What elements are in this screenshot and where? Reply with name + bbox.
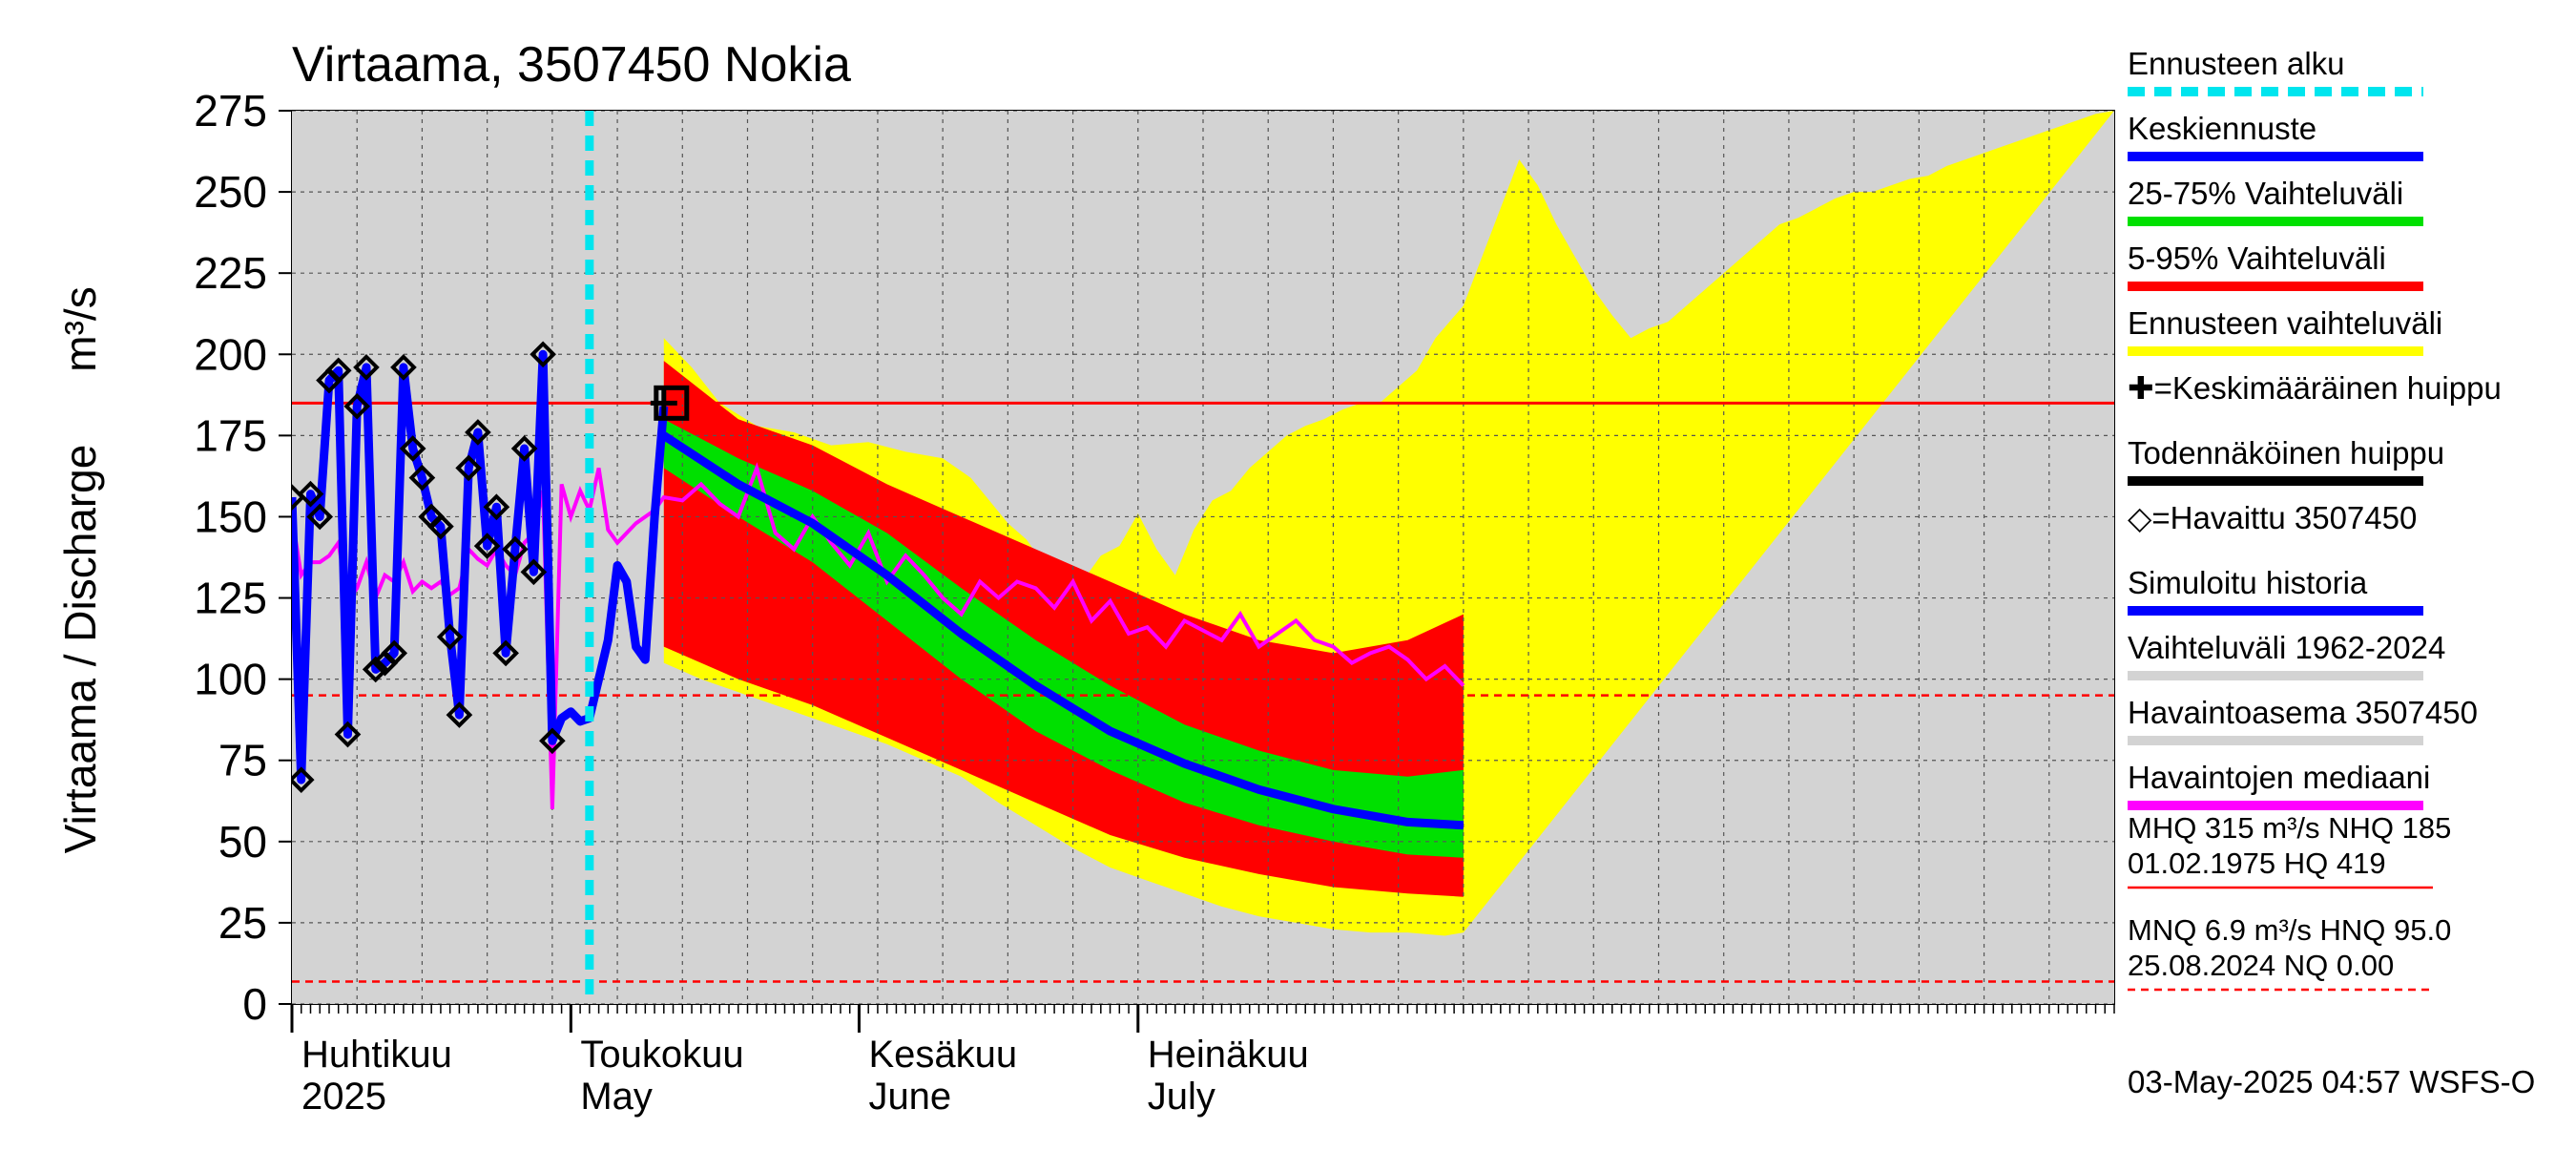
observed-point [324,357,352,385]
x-month-label: Toukokuu [580,1034,743,1076]
observed-point [446,701,473,728]
x-month-label: Kesäkuu [868,1034,1017,1076]
observed-point [362,656,389,683]
y-tick-label: 250 [194,167,267,217]
observed-point [334,721,362,748]
observed-point [399,435,426,462]
x-month-sublabel: 2025 [301,1076,386,1118]
observed-point [408,464,436,491]
median-observed-line [292,462,1465,809]
observed-point [381,639,408,667]
legend-label: ✚=Keskimääräinen huippu [2128,370,2502,406]
chart-title: Virtaama, 3507450 Nokia [292,37,851,93]
observed-point [465,419,491,446]
legend-label: Havaintojen mediaani [2128,760,2430,795]
y-tick-label: 25 [218,898,267,948]
y-tick-label: 100 [194,655,267,704]
y-tick-label: 200 [194,329,267,379]
legend-label: Vaihteluväli 1962-2024 [2128,630,2445,665]
observed-point [455,454,482,482]
observed-point [297,480,324,508]
legend-label: Havaintoasema 3507450 [2128,695,2478,730]
axes-layer: 0 25 50 75 100 125 150 175 200 225 250 275 Huhtikuu2… [194,86,2115,1118]
legend-label: Todennäköinen huippu [2128,435,2444,470]
legend-label: Simuloitu historia [2128,565,2368,600]
stats-line-1: MHQ 315 m³/s NHQ 185 [2128,811,2451,845]
legend-label: ◇=Havaittu 3507450 [2128,500,2417,535]
observed-point [502,535,529,563]
y-tick-label: 175 [194,410,267,460]
y-tick-label: 125 [194,574,267,623]
x-month-label: Huhtikuu [301,1034,452,1076]
legend-label: Ennusteen alku [2128,46,2345,81]
grid-layer [292,111,2114,1004]
legend: Ennusteen alku Keskiennuste 25-75% Vaihtel… [2128,46,2502,810]
observed-point [353,354,380,381]
stats-line-4: 25.08.2024 NQ 0.00 [2128,949,2394,982]
observed-point [530,341,556,368]
probable-peak-marker [654,385,690,421]
observed-point [390,354,417,381]
x-month-label: Heinäkuu [1148,1034,1309,1076]
observed-point [483,493,510,521]
observed-point [492,639,519,667]
y-axis-unit: m³/s [55,286,105,371]
y-tick-label: 50 [218,817,267,867]
stats-line-3: MNQ 6.9 m³/s HNQ 95.0 [2128,913,2451,947]
legend-label: Keskiennuste [2128,111,2316,146]
x-month-sublabel: May [580,1076,653,1118]
stats-line-2: 01.02.1975 HQ 419 [2128,847,2386,880]
observed-point [436,623,464,651]
range-25-75-band [663,419,1464,858]
median-forecast-line [661,431,1465,830]
y-tick-label: 225 [194,248,267,298]
observed-point [343,392,371,420]
observed-point [510,435,538,462]
observed-point [520,558,548,586]
observed-point [473,533,501,559]
timestamp: 03-May-2025 04:57 WSFS-O [2128,1064,2535,1099]
observed-point [306,503,334,531]
legend-label: 5-95% Vaihteluväli [2128,240,2386,276]
x-month-sublabel: July [1148,1076,1215,1118]
observed-point [292,766,315,793]
y-tick-label: 75 [218,736,267,785]
y-tick-label: 275 [194,86,267,136]
y-tick-label: 0 [242,979,267,1029]
y-tick-label: 150 [194,491,267,541]
legend-label: Ennusteen vaihteluväli [2128,305,2442,341]
y-axis-label: Virtaama / Discharge [55,445,105,854]
observed-point [539,727,566,755]
lines-layer [292,111,2114,1004]
observed-point [427,512,454,540]
x-month-sublabel: June [868,1076,951,1118]
simulated-history-line [292,349,669,784]
legend-label: 25-75% Vaihteluväli [2128,176,2403,211]
